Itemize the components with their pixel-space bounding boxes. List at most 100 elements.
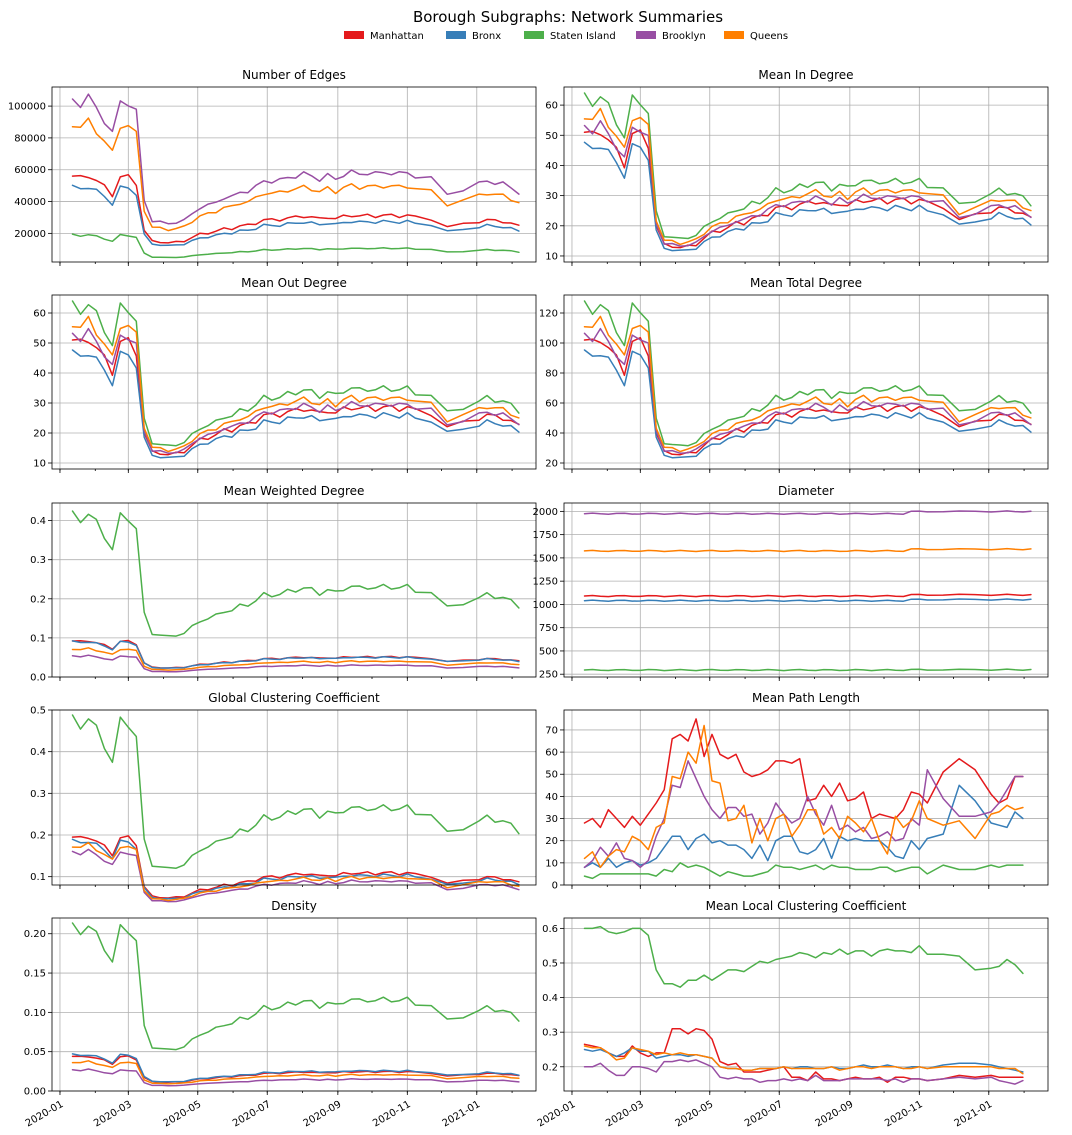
y-tick-label: 80000 (14, 133, 46, 144)
y-tick-label: 60 (545, 399, 558, 410)
series-line-bronx (583, 784, 1024, 869)
y-tick-label: 0.20 (24, 929, 46, 940)
axes-frame (563, 86, 1049, 263)
axes-frame (51, 709, 537, 886)
y-tick-label: 60 (545, 101, 558, 112)
axes-frame (51, 917, 537, 1092)
y-tick-label: 40 (545, 161, 558, 172)
panel-title: Mean Total Degree (750, 276, 862, 290)
y-tick-label: 0.1 (30, 872, 46, 883)
y-tick-label: 0 (552, 881, 558, 892)
panel-title: Mean Local Clustering Coefficient (706, 899, 907, 913)
panel-mean-path-length: 0 10 20 30 40 50 60 70 Mean Path Length (545, 691, 1049, 892)
x-tick-label: 2020-05 (674, 1099, 716, 1129)
panel-title: Diameter (778, 484, 834, 498)
series-line-staten-island (71, 510, 520, 637)
y-tick-label: 100000 (8, 102, 46, 113)
y-tick-label: 120 (539, 309, 558, 320)
series-line-queens (583, 1045, 1024, 1075)
legend-swatch-manhattan (344, 31, 364, 39)
y-tick-label: 0.6 (542, 924, 558, 935)
y-tick-label: 1000 (533, 600, 558, 611)
y-tick-label: 50 (33, 339, 46, 350)
y-tick-label: 20 (545, 221, 558, 232)
series-line-brooklyn (583, 1059, 1024, 1085)
y-tick-label: 0.4 (542, 993, 558, 1004)
panel-global-clustering-coefficient: 0.1 0.2 0.3 0.4 0.5 Global Clustering Coeffic… (30, 691, 537, 903)
axes-frame (51, 502, 537, 678)
x-tick-label: 2020-07 (743, 1099, 785, 1129)
series-line-bronx (71, 640, 520, 669)
x-tick-label: 2021-01 (441, 1099, 483, 1129)
y-tick-label: 500 (539, 646, 558, 657)
legend: Manhattan Bronx Staten Island Brooklyn Queen… (344, 31, 788, 42)
y-tick-label: 20 (545, 459, 558, 470)
y-tick-label: 30 (545, 814, 558, 825)
panel-mean-out-degree: 10 20 30 40 50 60 Mean Out Degree (33, 276, 537, 473)
series-line-staten-island (71, 922, 520, 1051)
series-line-staten-island (583, 668, 1032, 672)
y-tick-label: 1250 (533, 577, 558, 588)
y-tick-label: 0.4 (30, 747, 46, 758)
y-tick-label: 0.2 (30, 594, 46, 605)
series-line-staten-island (583, 92, 1032, 240)
series-line-staten-island (71, 300, 520, 447)
panel-mean-weighted-degree: 0.0 0.1 0.2 0.3 0.4 Mean Weighted Degree (30, 484, 537, 684)
y-tick-label: 0.2 (542, 1062, 558, 1073)
panel-mean-local-clustering-coefficient: 0.2 0.3 0.4 0.5 0.6 2020-01 2020-03 2020-05 2020… (536, 899, 1049, 1129)
panel-title: Mean Weighted Degree (224, 484, 365, 498)
legend-label-staten-island: Staten Island (550, 31, 616, 42)
series-line-queens (583, 107, 1032, 246)
axes-frame (51, 294, 537, 470)
legend-swatch-queens (724, 31, 744, 39)
series-line-staten-island (583, 925, 1024, 988)
legend-label-queens: Queens (750, 31, 788, 42)
y-tick-label: 0.5 (30, 706, 46, 717)
y-tick-label: 30 (545, 191, 558, 202)
series-line-bronx (583, 349, 1032, 459)
axes-frame (563, 917, 1049, 1092)
y-tick-label: 60 (33, 309, 46, 320)
legend-label-manhattan: Manhattan (370, 31, 424, 42)
series-line-brooklyn (71, 93, 520, 225)
series-line-staten-island (583, 862, 1024, 880)
x-tick-label: 2020-11 (371, 1099, 413, 1129)
series-line-queens (71, 647, 520, 671)
y-tick-label: 0.15 (24, 969, 46, 980)
series-line-queens (583, 315, 1032, 453)
legend-label-bronx: Bronx (472, 31, 501, 42)
y-tick-label: 0.00 (24, 1087, 46, 1098)
series-line-manhattan (583, 593, 1032, 598)
y-tick-label: 0.4 (30, 516, 46, 527)
y-tick-label: 100 (539, 339, 558, 350)
y-tick-label: 0.2 (30, 831, 46, 842)
panel-mean-in-degree: 10 20 30 40 50 60 Mean In Degree (545, 68, 1049, 266)
series-line-queens (583, 724, 1024, 869)
x-tick-label: 2020-09 (302, 1099, 344, 1129)
series-line-queens (583, 547, 1032, 553)
y-tick-label: 250 (539, 670, 558, 681)
legend-label-brooklyn: Brooklyn (662, 31, 706, 42)
axes-frame (563, 294, 1049, 470)
y-tick-label: 0.5 (542, 958, 558, 969)
series-line-staten-island (71, 714, 520, 869)
y-tick-label: 10 (545, 858, 558, 869)
y-tick-label: 40 (545, 429, 558, 440)
series-line-queens (71, 315, 520, 453)
legend-swatch-bronx (446, 31, 466, 39)
y-tick-label: 20 (545, 836, 558, 847)
panel-title: Density (271, 899, 317, 913)
chart-title: Borough Subgraphs: Network Summaries (413, 8, 723, 26)
y-tick-label: 1750 (533, 530, 558, 541)
y-tick-label: 20 (33, 429, 46, 440)
panel-number-of-edges: 20000 40000 60000 80000 100000 Number of Edge… (8, 68, 537, 266)
series-line-queens (71, 1060, 520, 1085)
legend-swatch-brooklyn (636, 31, 656, 39)
panel-mean-total-degree: 20 40 60 80 100 120 Mean Total Degree (539, 276, 1049, 473)
panel-title: Number of Edges (242, 68, 346, 82)
series-line-manhattan (583, 718, 1024, 829)
y-tick-label: 40000 (14, 197, 46, 208)
panel-title: Global Clustering Coefficient (208, 691, 380, 705)
axes-frame (51, 86, 537, 263)
